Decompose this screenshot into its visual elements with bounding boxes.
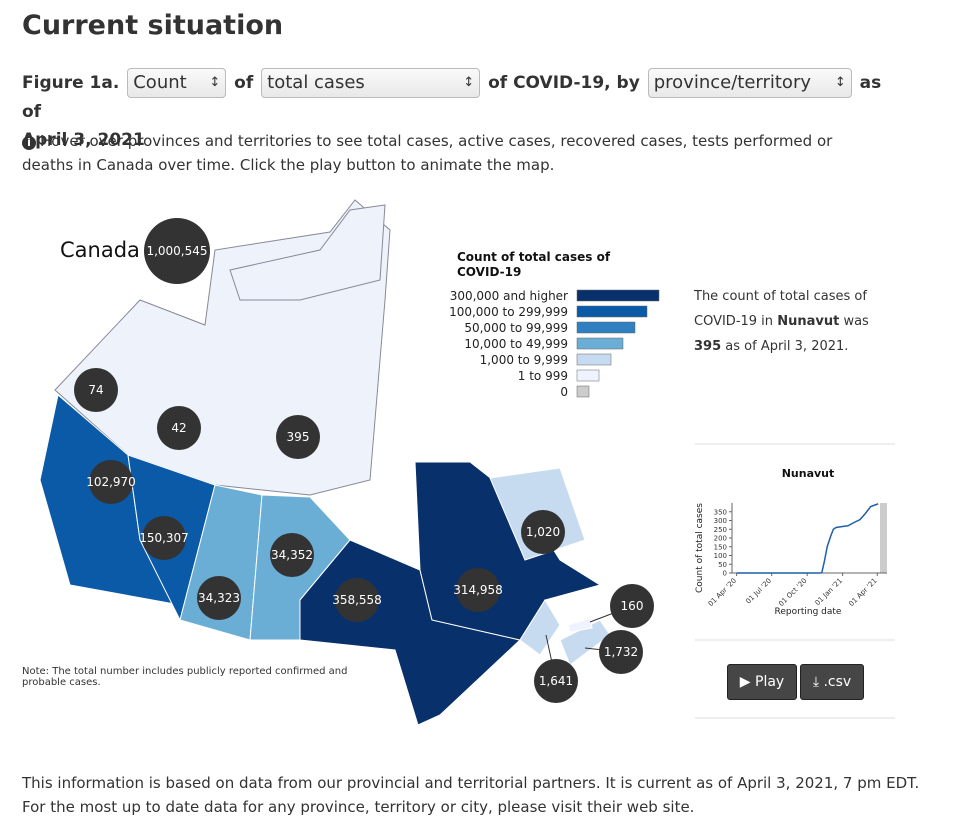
legend-title-part: Count of total cases of <box>457 250 614 264</box>
button-label: Play <box>755 674 785 690</box>
bubble-label: 1,732 <box>604 645 638 659</box>
hint-text: Hover over provinces and territories to … <box>22 132 833 174</box>
info-icon: i <box>22 136 36 150</box>
y-tick-label: 200 <box>714 535 727 543</box>
legend-title: Count of total cases of COVID-19 <box>457 250 614 279</box>
arctic-islands <box>229 204 386 301</box>
x-tick-label: 01 Apr '21 <box>847 577 878 608</box>
bubble-label: 395 <box>287 430 310 444</box>
hint: i Hover over provinces and territories to… <box>22 129 882 177</box>
info-text: as of April 3, 2021. <box>725 339 849 354</box>
bubble <box>270 533 314 577</box>
text: of <box>234 73 254 93</box>
bubble-label: 34,352 <box>271 548 313 562</box>
note: Note: The total number includes publicly… <box>22 666 348 688</box>
bubble <box>142 516 186 560</box>
bubble <box>534 659 578 703</box>
current-date-marker <box>880 503 887 573</box>
bubble-label: 34,323 <box>198 591 240 605</box>
heading: Current situation <box>22 10 284 41</box>
bubble <box>74 368 118 412</box>
x-axis-label: Reporting date <box>775 607 842 617</box>
bubble-label: 1,000,545 <box>146 244 207 258</box>
data-line <box>736 503 879 574</box>
bubble-label: 160 <box>621 599 644 613</box>
figure-label: Figure 1a. <box>22 73 120 93</box>
info: The count of total cases of COVID-19 in … <box>694 284 899 359</box>
bubble-label: 1,020 <box>526 525 560 539</box>
y-tick-label: 0 <box>723 570 727 578</box>
legend-title-part: COVID-19 <box>457 265 521 279</box>
x-tick-label: 01 Apr '20 <box>707 577 738 608</box>
bubble-label: 314,958 <box>453 583 503 597</box>
bubble <box>610 584 654 628</box>
y-tick-label: 300 <box>714 517 727 525</box>
bubble-label: 1,641 <box>539 674 573 688</box>
chart-title: Nunavut <box>782 467 835 480</box>
legend-swatch <box>576 337 624 350</box>
y-axis-label: Count of total cases <box>695 503 705 593</box>
footer: This information is based on data from o… <box>22 774 920 816</box>
info-text: The count of total cases of COVID-19 in <box>694 289 867 329</box>
metric-select[interactable]: total cases <box>261 68 481 98</box>
bubble <box>197 576 241 620</box>
x-tick-label: 01 Jan '21 <box>814 577 844 607</box>
text: of COVID-19, by <box>488 73 640 93</box>
legend-swatch <box>576 289 660 302</box>
legend-label: 100,000 to 299,999 <box>449 305 568 319</box>
legend-label: 0 <box>560 385 568 399</box>
bubble-label: 74 <box>88 383 103 397</box>
geo-select[interactable]: province/territory <box>647 68 852 98</box>
y-tick-label: 100 <box>714 552 727 560</box>
bubble <box>456 568 500 612</box>
button-label: .csv <box>823 674 852 690</box>
bubble <box>89 460 133 504</box>
bubble-label: 150,307 <box>139 531 189 545</box>
y-tick-label: 350 <box>714 508 727 516</box>
y-tick-label: 150 <box>714 543 727 551</box>
x-tick-label: 01 Jul '20 <box>744 577 773 606</box>
info-value: 395 <box>694 339 722 354</box>
date: April 3, 2021 <box>22 130 145 150</box>
figure-line: Figure 1a. Count of total cases of COVID… <box>22 68 902 154</box>
map <box>39 199 611 726</box>
canada-label: Canada <box>60 238 140 262</box>
y-tick-label: 50 <box>718 561 727 569</box>
legend-label: 50,000 to 99,999 <box>464 321 568 335</box>
legend-swatch <box>576 385 590 398</box>
legend-swatch <box>576 369 600 382</box>
csv-button[interactable]: ⤓ .csv <box>800 664 864 700</box>
legend-label: 1,000 to 9,999 <box>480 353 568 367</box>
info-text: was <box>843 314 869 329</box>
text: as of <box>22 73 882 122</box>
bubble <box>599 630 643 674</box>
measure-select[interactable]: Count <box>127 68 227 98</box>
y-tick-label: 250 <box>714 526 727 534</box>
legend-label: 1 to 999 <box>518 369 568 383</box>
bubble <box>521 510 565 554</box>
legend-swatch <box>576 353 612 366</box>
bubble <box>157 406 201 450</box>
x-tick-label: 01 Oct '20 <box>777 577 808 608</box>
info-region: Nunavut <box>777 314 840 329</box>
bubble-label: 102,970 <box>86 475 136 489</box>
legend-label: 10,000 to 49,999 <box>464 337 568 351</box>
bubble-label: 42 <box>171 421 186 435</box>
legend-label: 300,000 and higher <box>450 289 568 303</box>
bubble <box>276 415 320 459</box>
bubble <box>335 578 379 622</box>
bubble <box>144 218 210 284</box>
bubble-label: 358,558 <box>332 593 382 607</box>
play-button[interactable]: ▶ Play <box>727 664 797 700</box>
legend-swatch <box>576 305 648 318</box>
nb[interactable] <box>519 599 561 656</box>
legend-swatch <box>576 321 636 334</box>
pe[interactable] <box>567 617 593 633</box>
